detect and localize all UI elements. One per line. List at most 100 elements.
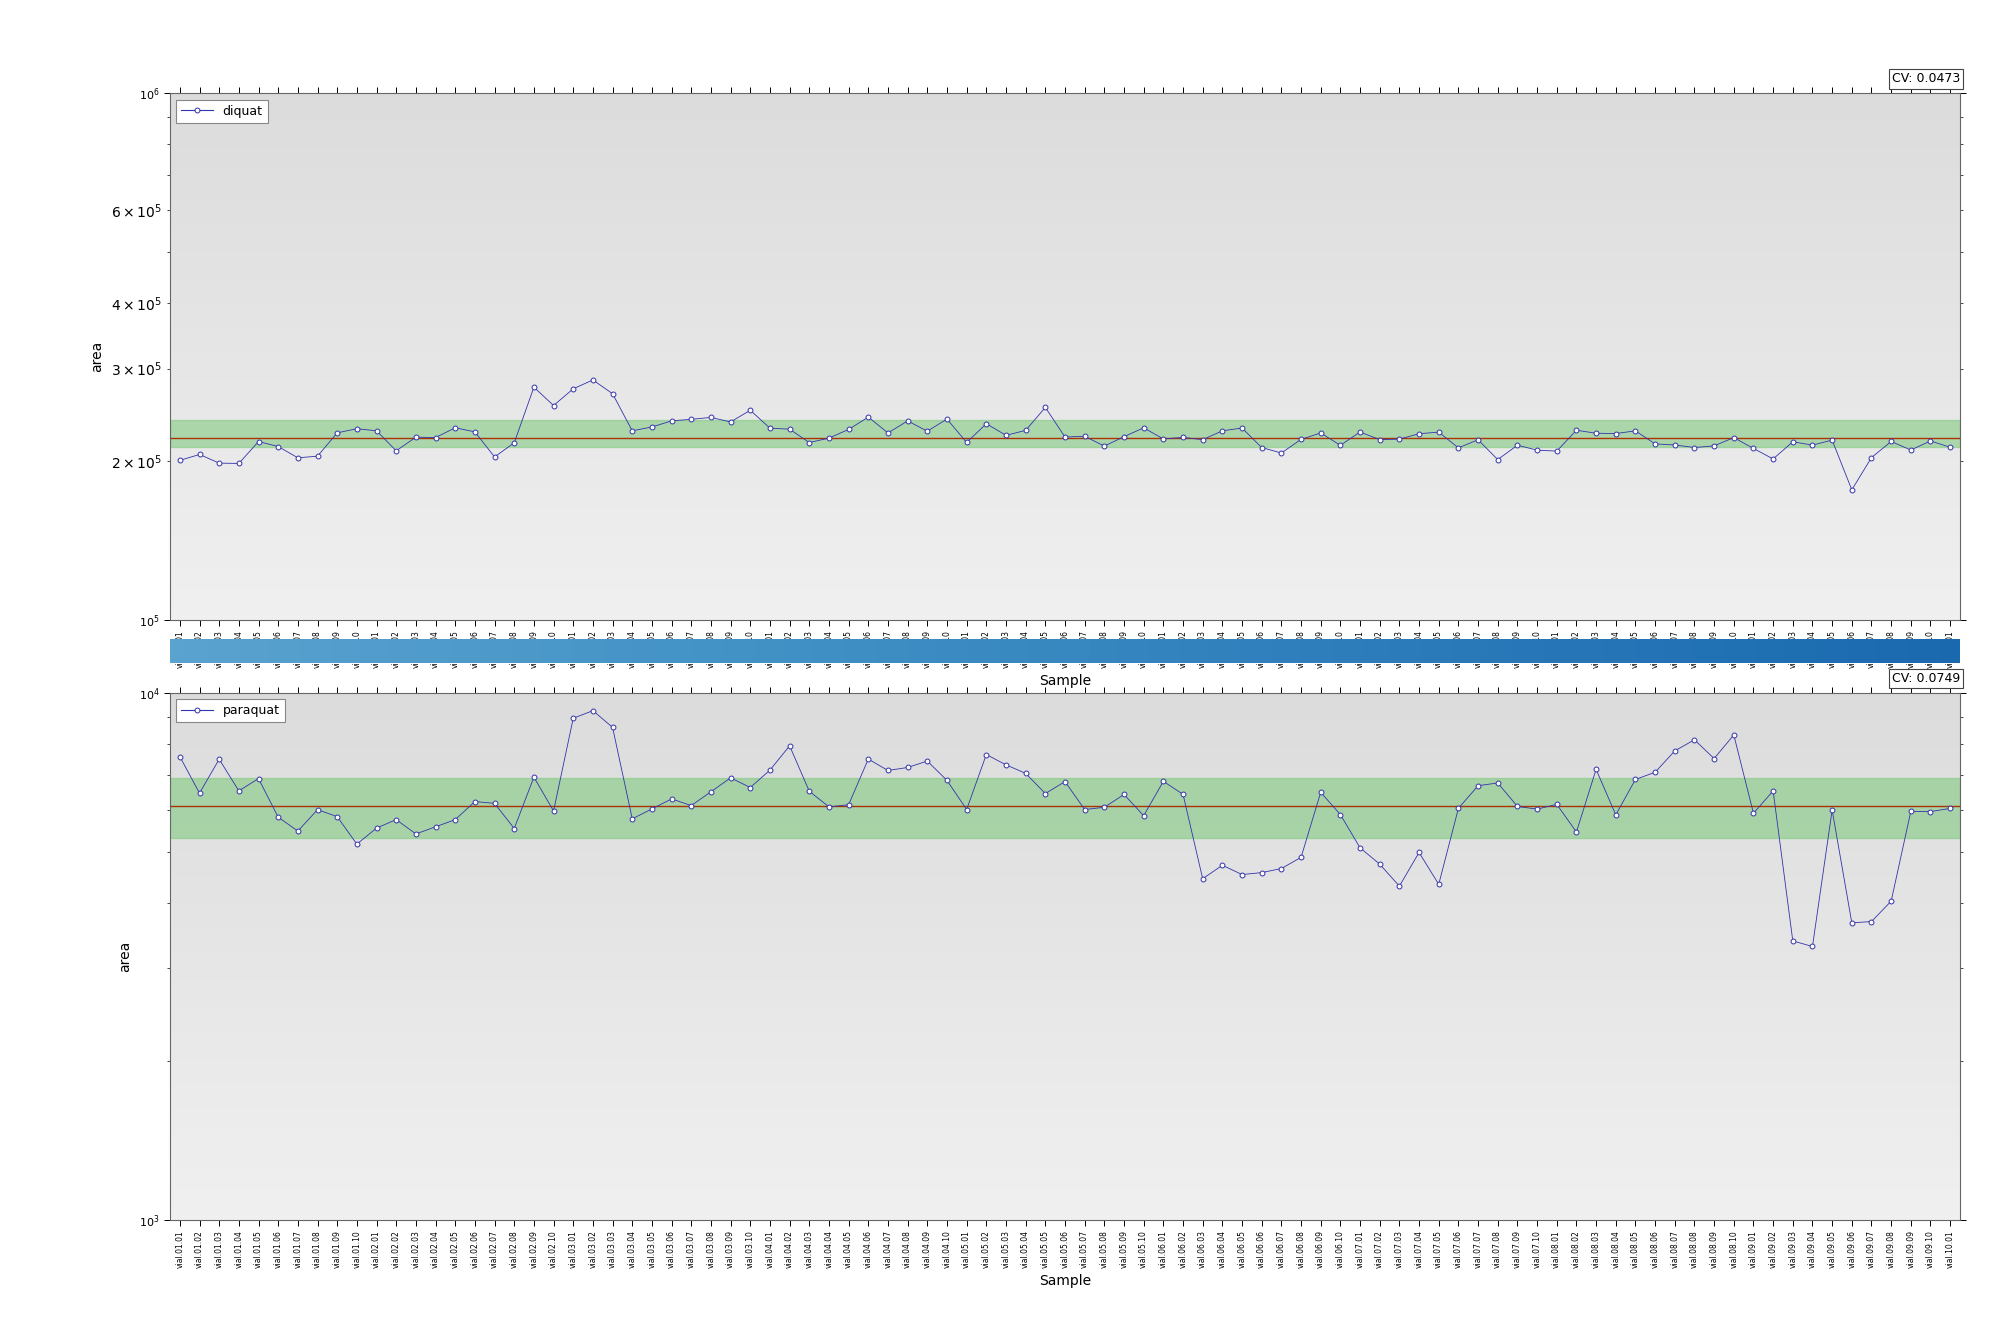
Bar (170, 890, 1960, 893)
Bar (170, 1098, 1960, 1101)
Bar (170, 247, 1960, 249)
Bar (170, 441, 1960, 444)
Bar (170, 236, 1960, 239)
Bar (170, 961, 1960, 964)
Bar (170, 1044, 1960, 1046)
Bar (170, 283, 1960, 285)
Bar (170, 539, 1960, 541)
Bar (170, 431, 1960, 433)
Bar (170, 1157, 1960, 1160)
Bar (170, 974, 1960, 977)
Bar (170, 572, 1960, 575)
Bar (170, 722, 1960, 725)
Bar (170, 1001, 1960, 1004)
Bar (170, 167, 1960, 169)
Bar (170, 946, 1960, 949)
Bar (170, 1104, 1960, 1106)
Bar (170, 785, 1960, 788)
Bar (170, 996, 1960, 998)
Bar (170, 239, 1960, 241)
Bar (170, 133, 1960, 136)
Bar (170, 1188, 1960, 1190)
Bar (170, 309, 1960, 312)
Bar (170, 1214, 1960, 1217)
Bar (170, 790, 1960, 793)
Bar (170, 738, 1960, 741)
Bar (170, 804, 1960, 806)
Bar (170, 220, 1960, 223)
Bar (170, 1117, 1960, 1120)
Bar (170, 469, 1960, 472)
Bar (170, 156, 1960, 159)
Bar (170, 215, 1960, 217)
Bar (170, 1036, 1960, 1038)
Bar (170, 272, 1960, 275)
Bar (170, 712, 1960, 714)
Bar (170, 904, 1960, 906)
Bar (170, 557, 1960, 560)
Bar (170, 472, 1960, 475)
Bar (170, 352, 1960, 355)
Bar (170, 164, 1960, 167)
Bar (170, 264, 1960, 267)
Bar (170, 520, 1960, 523)
Bar (170, 1193, 1960, 1196)
Bar (170, 830, 1960, 833)
Bar (170, 244, 1960, 247)
Bar (170, 523, 1960, 525)
Bar (170, 480, 1960, 483)
Bar (170, 1072, 1960, 1074)
Bar (170, 604, 1960, 607)
Bar (170, 801, 1960, 804)
Bar (170, 380, 1960, 383)
Legend: paraquat: paraquat (176, 700, 284, 722)
Bar (170, 420, 1960, 423)
Bar (170, 323, 1960, 325)
Bar (170, 1017, 1960, 1020)
Bar (170, 161, 1960, 164)
Bar (170, 1009, 1960, 1012)
Bar (170, 844, 1960, 846)
Bar (170, 922, 1960, 925)
Bar (170, 990, 1960, 993)
Bar (170, 798, 1960, 801)
Bar (170, 917, 1960, 920)
Bar (170, 575, 1960, 577)
Bar (170, 1152, 1960, 1154)
Bar (170, 596, 1960, 599)
Bar (170, 864, 1960, 866)
Bar (170, 936, 1960, 938)
Bar (170, 777, 1960, 780)
Bar (170, 714, 1960, 717)
Bar (170, 496, 1960, 499)
Bar (170, 491, 1960, 493)
Bar (170, 341, 1960, 344)
Legend: diquat: diquat (176, 100, 268, 123)
Bar (170, 1054, 1960, 1057)
Bar (170, 874, 1960, 877)
Bar (170, 1080, 1960, 1082)
Bar (170, 1061, 1960, 1064)
Bar (170, 317, 1960, 320)
Bar (170, 336, 1960, 339)
Bar (170, 701, 1960, 704)
Bar (170, 901, 1960, 904)
Bar (170, 409, 1960, 412)
Bar (170, 267, 1960, 269)
Bar (170, 415, 1960, 417)
Bar (170, 741, 1960, 744)
Bar (170, 1046, 1960, 1049)
Bar (170, 609, 1960, 612)
Bar (170, 817, 1960, 820)
Bar (170, 1069, 1960, 1072)
Bar (170, 259, 1960, 261)
Bar (170, 369, 1960, 372)
Bar (170, 736, 1960, 738)
Bar (170, 177, 1960, 180)
Bar (170, 159, 1960, 161)
Bar (170, 120, 1960, 123)
Bar (170, 1106, 1960, 1109)
Bar (170, 856, 1960, 858)
Bar (170, 938, 1960, 941)
Bar (170, 547, 1960, 549)
